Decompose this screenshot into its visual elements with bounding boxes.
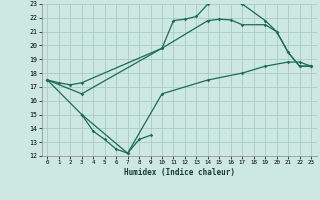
X-axis label: Humidex (Indice chaleur): Humidex (Indice chaleur) — [124, 168, 235, 177]
